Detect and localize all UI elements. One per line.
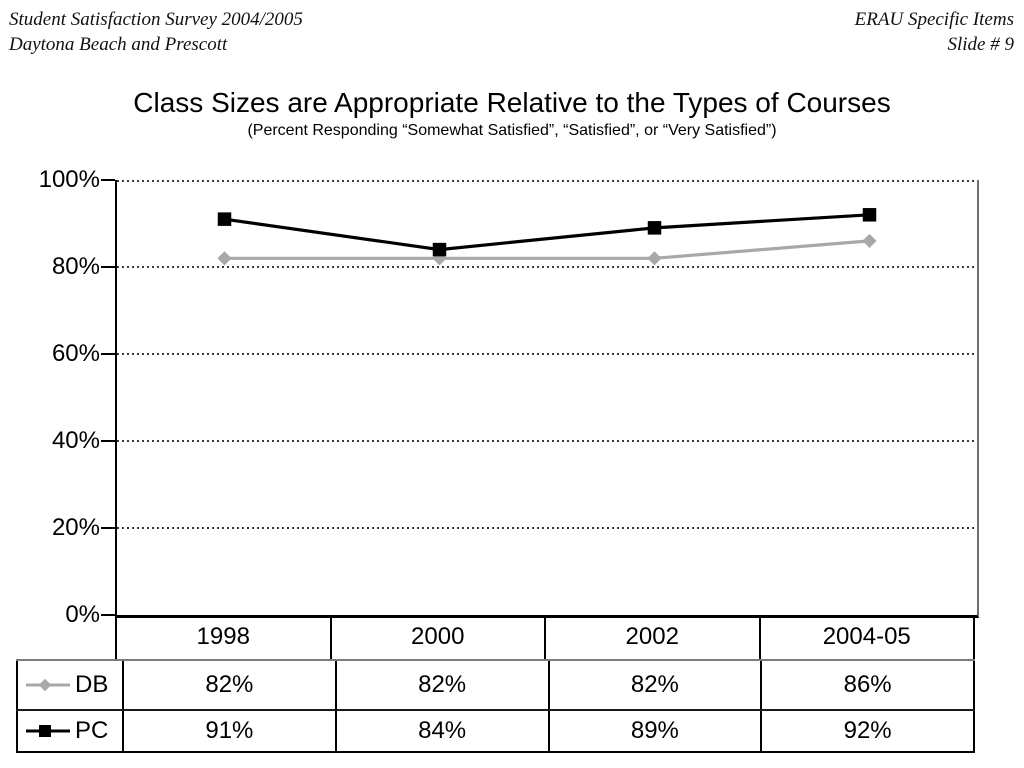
- section-label: ERAU Specific Items: [854, 9, 1014, 30]
- survey-title: Student Satisfaction Survey 2004/2005: [9, 9, 303, 30]
- table-cell: 82%: [550, 661, 763, 709]
- y-axis-label: 20%: [51, 514, 100, 541]
- y-axis-label: 60%: [51, 340, 100, 367]
- table-cell: 91%: [124, 711, 337, 751]
- header-left: Student Satisfaction Survey 2004/2005 Da…: [9, 7, 303, 57]
- y-axis-tick: [101, 266, 115, 268]
- y-axis-label: 100%: [38, 166, 100, 193]
- table-row-db: DB 82% 82% 82% 86%: [16, 661, 975, 709]
- series-label: PC: [75, 717, 109, 744]
- y-axis-tick: [101, 353, 115, 355]
- x-axis-label: 2004-05: [761, 615, 975, 659]
- y-axis-label: 40%: [51, 427, 100, 454]
- gridline-40: [117, 440, 977, 442]
- gridline-80: [117, 266, 977, 268]
- chart-title: Class Sizes are Appropriate Relative to …: [133, 87, 891, 118]
- table-cell: 89%: [550, 711, 763, 751]
- table-bottom-border: [16, 751, 975, 753]
- legend-cell-pc: PC: [16, 711, 124, 751]
- table-divider: [16, 659, 975, 661]
- db-series-legend-icon: [26, 678, 70, 692]
- x-axis-label: 1998: [115, 615, 332, 659]
- table-cell: 84%: [337, 711, 550, 751]
- y-axis-tick: [101, 440, 115, 442]
- plot-area: [115, 180, 979, 618]
- table-cell: 82%: [337, 661, 550, 709]
- y-axis-tick: [101, 527, 115, 529]
- series-label: DB: [75, 671, 109, 698]
- chart-subtitle: (Percent Responding “Somewhat Satisfied”…: [247, 122, 777, 139]
- gridline-100: [117, 180, 977, 182]
- x-axis-label: 2002: [546, 615, 761, 659]
- y-axis-label: 80%: [51, 253, 100, 280]
- y-axis-tick: [101, 179, 115, 181]
- legend-cell-db: DB: [16, 661, 124, 709]
- table-cell: 92%: [762, 711, 975, 751]
- gridline-60: [117, 353, 977, 355]
- pc-series-legend-icon: [26, 725, 70, 737]
- table-row-pc: PC 91% 84% 89% 92%: [16, 711, 975, 751]
- header-right: ERAU Specific Items Slide # 9: [855, 7, 1014, 57]
- table-cell: 86%: [762, 661, 975, 709]
- y-axis-label: 0%: [65, 601, 100, 628]
- table-divider: [16, 709, 975, 711]
- table-cell: 82%: [124, 661, 337, 709]
- gridline-20: [117, 527, 977, 529]
- y-axis-tick: [101, 614, 115, 616]
- x-axis-label: 2000: [332, 615, 546, 659]
- x-axis-category-row: 1998 2000 2002 2004-05: [115, 615, 975, 659]
- slide-number: Slide # 9: [947, 34, 1015, 55]
- campus-line: Daytona Beach and Prescott: [9, 34, 228, 55]
- line-series-plot: [217, 208, 877, 266]
